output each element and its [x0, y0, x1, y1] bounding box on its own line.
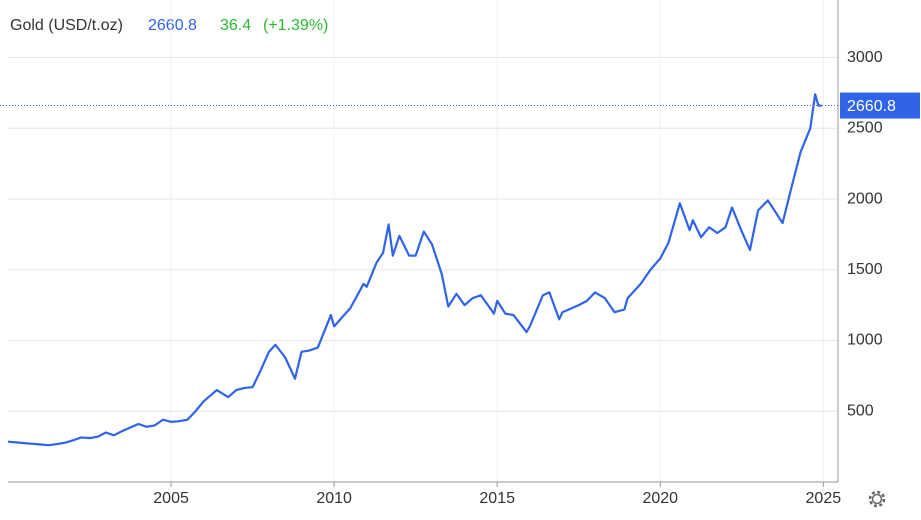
price-line [7, 93, 822, 447]
change-pct: (+1.39%) [263, 17, 328, 34]
last-price-label: 2660.8 [847, 98, 896, 115]
y-tick-label: 1500 [847, 261, 883, 278]
x-tick-label: 2005 [153, 490, 189, 507]
x-tick-label: 2010 [316, 490, 352, 507]
x-tick-label: 2015 [479, 490, 515, 507]
x-tick-label: 2020 [642, 490, 678, 507]
x-tick-label: 2025 [806, 490, 842, 507]
y-tick-label: 3000 [847, 49, 883, 66]
y-tick-label: 500 [847, 402, 874, 419]
price: 2660.8 [148, 17, 197, 34]
y-tick-label: 1000 [847, 332, 883, 349]
title: Gold (USD/t.oz) [10, 17, 123, 34]
y-tick-label: 2500 [847, 120, 883, 137]
change: 36.4 [220, 17, 251, 34]
last-price-box [840, 92, 920, 119]
settings-icon[interactable] [868, 490, 886, 508]
y-tick-label: 2000 [847, 190, 883, 207]
